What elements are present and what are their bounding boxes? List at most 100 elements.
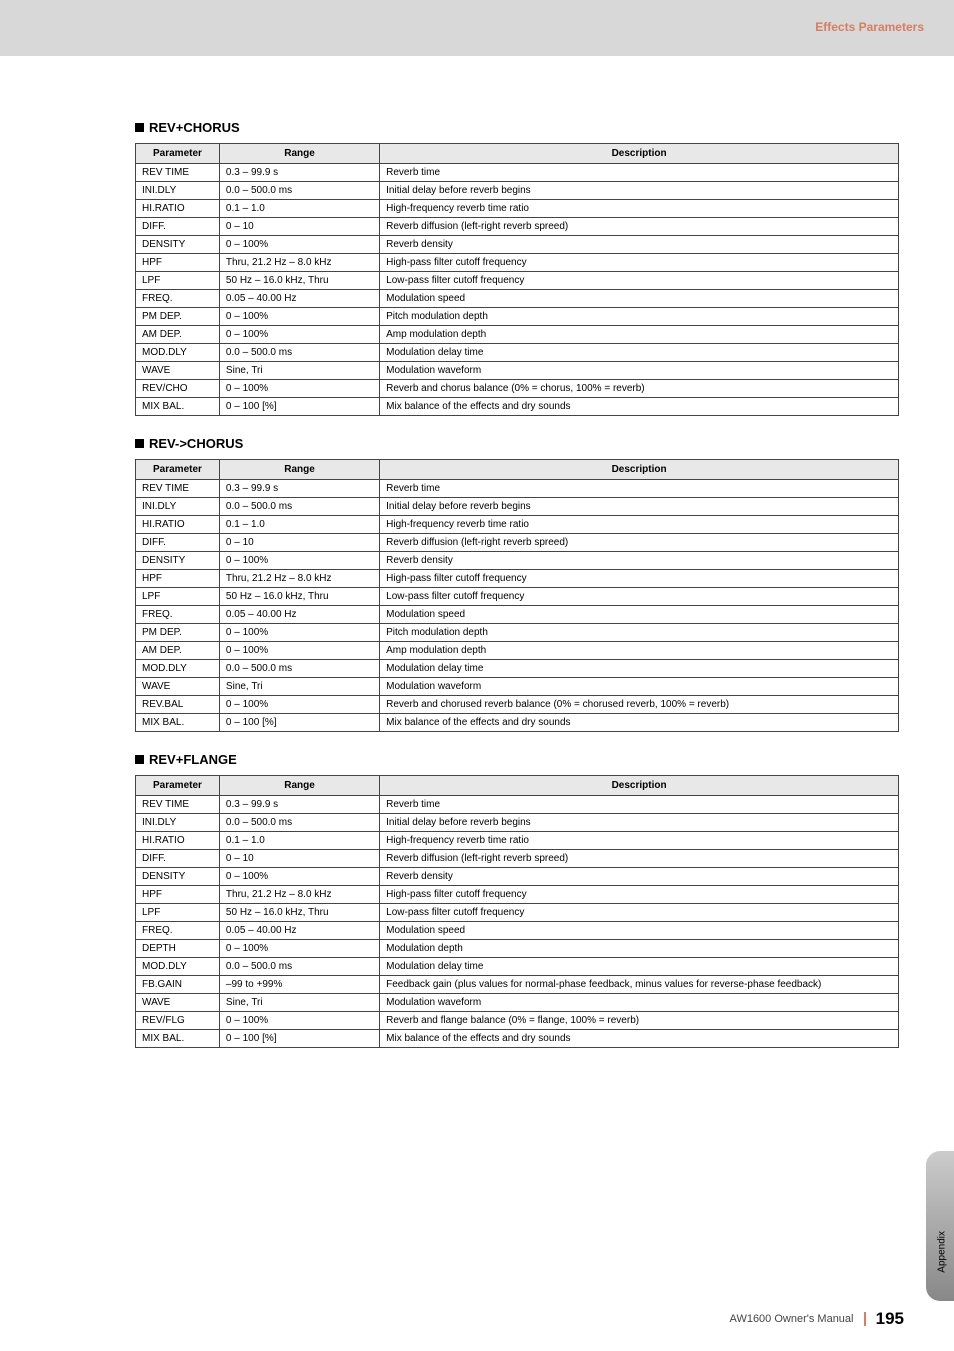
footer: AW1600 Owner's Manual 195	[730, 1309, 904, 1329]
col-param: Parameter	[136, 144, 220, 164]
table-row: DIFF.0 – 10Reverb diffusion (left-right …	[136, 218, 899, 236]
cell: Mix balance of the effects and dry sound…	[380, 398, 899, 416]
cell: Reverb density	[380, 868, 899, 886]
cell: WAVE	[136, 362, 220, 380]
cell: 0 – 100%	[219, 308, 379, 326]
table-row: WAVESine, TriModulation waveform	[136, 362, 899, 380]
cell: Reverb and chorus balance (0% = chorus, …	[380, 380, 899, 398]
cell: 0 – 10	[219, 218, 379, 236]
cell: 0 – 100%	[219, 940, 379, 958]
cell: MOD.DLY	[136, 344, 220, 362]
cell: 0.0 – 500.0 ms	[219, 958, 379, 976]
cell: AM DEP.	[136, 326, 220, 344]
col-range: Range	[219, 144, 379, 164]
cell: 0.3 – 99.9 s	[219, 796, 379, 814]
cell: MOD.DLY	[136, 958, 220, 976]
cell: Modulation delay time	[380, 660, 899, 678]
side-tab-label: Appendix	[937, 1231, 948, 1273]
cell: 50 Hz – 16.0 kHz, Thru	[219, 588, 379, 606]
cell: MIX BAL.	[136, 714, 220, 732]
table-row: HI.RATIO0.1 – 1.0High-frequency reverb t…	[136, 516, 899, 534]
params-table: ParameterRangeDescriptionREV TIME0.3 – 9…	[135, 143, 899, 416]
cell: 0 – 100%	[219, 624, 379, 642]
cell: AM DEP.	[136, 642, 220, 660]
cell: DENSITY	[136, 236, 220, 254]
section-title: REV+FLANGE	[135, 752, 899, 767]
cell: High-pass filter cutoff frequency	[380, 570, 899, 588]
cell: 0.1 – 1.0	[219, 832, 379, 850]
table-row: INI.DLY0.0 – 500.0 msInitial delay befor…	[136, 814, 899, 832]
cell: High-pass filter cutoff frequency	[380, 254, 899, 272]
cell: 0.1 – 1.0	[219, 516, 379, 534]
table-row: DENSITY0 – 100%Reverb density	[136, 552, 899, 570]
table-row: MIX BAL.0 – 100 [%]Mix balance of the ef…	[136, 398, 899, 416]
cell: REV TIME	[136, 164, 220, 182]
cell: Mix balance of the effects and dry sound…	[380, 1030, 899, 1048]
cell: DENSITY	[136, 552, 220, 570]
cell: Modulation waveform	[380, 994, 899, 1012]
cell: 0 – 100%	[219, 380, 379, 398]
cell: Thru, 21.2 Hz – 8.0 kHz	[219, 886, 379, 904]
cell: 0 – 100%	[219, 552, 379, 570]
col-param: Parameter	[136, 460, 220, 480]
cell: Low-pass filter cutoff frequency	[380, 588, 899, 606]
cell: 0 – 10	[219, 534, 379, 552]
cell: 0.05 – 40.00 Hz	[219, 606, 379, 624]
cell: Reverb density	[380, 236, 899, 254]
cell: 0 – 100 [%]	[219, 398, 379, 416]
header-section-label: Effects Parameters	[815, 20, 924, 34]
cell: Initial delay before reverb begins	[380, 182, 899, 200]
cell: REV/CHO	[136, 380, 220, 398]
col-desc: Description	[380, 776, 899, 796]
cell: LPF	[136, 904, 220, 922]
cell: DIFF.	[136, 850, 220, 868]
table-row: DENSITY0 – 100%Reverb density	[136, 868, 899, 886]
cell: –99 to +99%	[219, 976, 379, 994]
cell: Reverb density	[380, 552, 899, 570]
cell: Thru, 21.2 Hz – 8.0 kHz	[219, 254, 379, 272]
cell: PM DEP.	[136, 308, 220, 326]
cell: FREQ.	[136, 290, 220, 308]
table-row: MIX BAL.0 – 100 [%]Mix balance of the ef…	[136, 1030, 899, 1048]
cell: Initial delay before reverb begins	[380, 498, 899, 516]
cell: INI.DLY	[136, 814, 220, 832]
col-desc: Description	[380, 460, 899, 480]
cell: Sine, Tri	[219, 678, 379, 696]
table-row: DIFF.0 – 10Reverb diffusion (left-right …	[136, 850, 899, 868]
cell: PM DEP.	[136, 624, 220, 642]
table-row: LPF50 Hz – 16.0 kHz, ThruLow-pass filter…	[136, 588, 899, 606]
cell: Reverb time	[380, 480, 899, 498]
cell: MIX BAL.	[136, 1030, 220, 1048]
cell: Pitch modulation depth	[380, 624, 899, 642]
cell: REV TIME	[136, 480, 220, 498]
cell: Pitch modulation depth	[380, 308, 899, 326]
footer-manual: AW1600 Owner's Manual	[730, 1313, 854, 1325]
cell: 0 – 100%	[219, 1012, 379, 1030]
col-range: Range	[219, 776, 379, 796]
cell: FREQ.	[136, 922, 220, 940]
section-title: REV+CHORUS	[135, 120, 899, 135]
section-title-text: REV->CHORUS	[149, 436, 243, 451]
table-row: MOD.DLY0.0 – 500.0 msModulation delay ti…	[136, 958, 899, 976]
cell: Sine, Tri	[219, 362, 379, 380]
cell: 0 – 100%	[219, 868, 379, 886]
table-row: MIX BAL.0 – 100 [%]Mix balance of the ef…	[136, 714, 899, 732]
table-row: FREQ.0.05 – 40.00 HzModulation speed	[136, 290, 899, 308]
table-row: LPF50 Hz – 16.0 kHz, ThruLow-pass filter…	[136, 272, 899, 290]
cell: 0.0 – 500.0 ms	[219, 344, 379, 362]
cell: Reverb time	[380, 164, 899, 182]
section-title-text: REV+CHORUS	[149, 120, 240, 135]
cell: Modulation waveform	[380, 362, 899, 380]
cell: 0.3 – 99.9 s	[219, 480, 379, 498]
cell: Amp modulation depth	[380, 326, 899, 344]
table-row: LPF50 Hz – 16.0 kHz, ThruLow-pass filter…	[136, 904, 899, 922]
params-table: ParameterRangeDescriptionREV TIME0.3 – 9…	[135, 459, 899, 732]
table-row: HI.RATIO0.1 – 1.0High-frequency reverb t…	[136, 832, 899, 850]
cell: Reverb diffusion (left-right reverb spre…	[380, 850, 899, 868]
table-row: REV TIME0.3 – 99.9 sReverb time	[136, 164, 899, 182]
cell: Modulation waveform	[380, 678, 899, 696]
table-row: DENSITY0 – 100%Reverb density	[136, 236, 899, 254]
table-row: FB.GAIN–99 to +99%Feedback gain (plus va…	[136, 976, 899, 994]
cell: Initial delay before reverb begins	[380, 814, 899, 832]
cell: Modulation delay time	[380, 958, 899, 976]
